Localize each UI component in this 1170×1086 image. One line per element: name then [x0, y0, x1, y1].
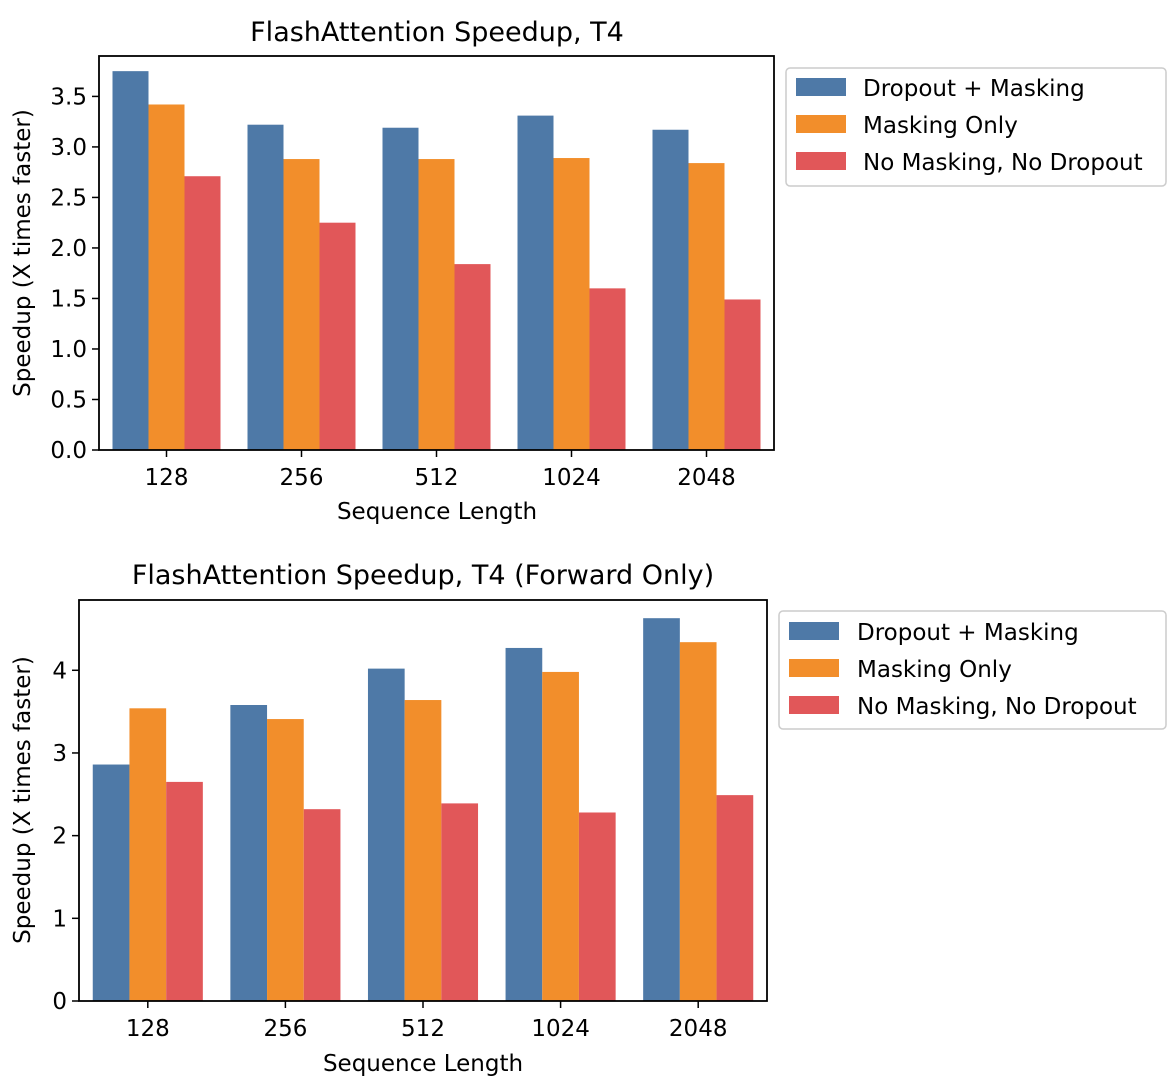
- x-tick-label: 2048: [677, 465, 736, 491]
- bar: [247, 124, 284, 450]
- bar: [688, 163, 725, 450]
- bar: [129, 708, 167, 1001]
- legend-entry: Dropout + Masking: [789, 620, 1079, 646]
- y-tick-label: 1: [52, 906, 67, 932]
- y-tick-label: 0.0: [50, 438, 87, 464]
- legend: Dropout + Masking Masking Only No Maskin…: [785, 67, 1167, 187]
- x-tick-label: 128: [126, 1016, 170, 1042]
- chart-title: FlashAttention Speedup, T4 (Forward Only…: [132, 560, 714, 591]
- bar: [454, 264, 491, 450]
- x-tick-label: 1024: [531, 1016, 590, 1042]
- bar: [553, 158, 590, 451]
- legend-entry: Masking Only: [796, 113, 1018, 139]
- chart-top-svg: FlashAttention Speedup, T4 Sequence Leng…: [10, 17, 1167, 525]
- y-tick-label: 1.0: [50, 337, 87, 363]
- legend-swatch: [789, 696, 839, 714]
- bar: [643, 618, 680, 1001]
- bar: [652, 129, 689, 450]
- y-tick-label: 0.5: [50, 387, 87, 413]
- legend-entry: No Masking, No Dropout: [796, 150, 1143, 176]
- chart-title: FlashAttention Speedup, T4: [250, 17, 624, 48]
- y-tick-label: 3: [52, 741, 67, 767]
- bar: [716, 795, 754, 1001]
- legend-swatch: [789, 622, 839, 640]
- legend-swatch: [796, 78, 846, 96]
- y-axis-label: Speedup (X times faster): [10, 656, 36, 944]
- x-axis-label: Sequence Length: [337, 499, 537, 525]
- bar: [578, 812, 616, 1001]
- bar: [382, 127, 419, 450]
- y-tick-label: 2: [52, 824, 67, 850]
- x-tick-label: 256: [280, 465, 324, 491]
- bar: [542, 671, 579, 1001]
- legend-swatch: [796, 115, 846, 133]
- bar: [367, 668, 405, 1001]
- legend-frame: [785, 67, 1167, 187]
- x-tick-label: 2048: [669, 1016, 728, 1042]
- legend: Dropout + Masking Masking Only No Maskin…: [778, 610, 1167, 730]
- x-tick-label: 512: [415, 465, 459, 491]
- bar: [184, 176, 221, 450]
- bar: [166, 781, 203, 1001]
- chart-bottom-svg: FlashAttention Speedup, T4 (Forward Only…: [10, 560, 1167, 1077]
- bar: [441, 803, 479, 1001]
- bar: [724, 299, 761, 450]
- y-tick-label: 2.5: [50, 185, 87, 211]
- y-tick-label: 0: [52, 989, 67, 1015]
- bar: [404, 700, 442, 1001]
- legend-swatch: [796, 152, 846, 170]
- bar: [303, 809, 341, 1001]
- plot-frame: [98, 55, 775, 451]
- bar: [283, 159, 320, 451]
- y-tick-label: 2.0: [50, 236, 87, 262]
- legend-label: No Masking, No Dropout: [863, 150, 1143, 176]
- bar: [517, 115, 554, 451]
- legend-entry: No Masking, No Dropout: [789, 694, 1137, 720]
- legend-label: Dropout + Masking: [857, 620, 1079, 646]
- bar: [92, 764, 130, 1001]
- y-tick-label: 4: [52, 658, 67, 684]
- x-axis-label: Sequence Length: [323, 1051, 523, 1077]
- plot-area: 128 256 512 1024 2048 0 1 2 3 4: [52, 599, 768, 1042]
- y-tick-label: 1.5: [50, 286, 87, 312]
- bar: [505, 647, 543, 1001]
- chart-bottom: FlashAttention Speedup, T4 (Forward Only…: [0, 543, 1170, 1086]
- x-tick-label: 256: [263, 1016, 307, 1042]
- bar: [589, 288, 626, 450]
- legend-entry: Masking Only: [789, 657, 1012, 683]
- y-axis-label: Speedup (X times faster): [10, 109, 36, 397]
- x-tick-label: 1024: [542, 465, 601, 491]
- legend-swatch: [789, 659, 839, 677]
- legend-frame: [778, 610, 1167, 730]
- x-tick-label: 512: [401, 1016, 445, 1042]
- plot-frame: [78, 599, 768, 1002]
- y-tick-label: 3.0: [50, 135, 87, 161]
- legend-label: Dropout + Masking: [863, 76, 1085, 102]
- legend-label: Masking Only: [863, 113, 1018, 139]
- bar: [319, 222, 356, 450]
- bar: [112, 71, 149, 451]
- x-tick-label: 128: [145, 465, 189, 491]
- plot-area: 128 256 512 1024 2048 0.0 0.5 1.0 1.5 2.0 2.5 3.0 3.…: [50, 55, 775, 491]
- bar: [148, 104, 185, 451]
- bar: [230, 705, 268, 1001]
- bar: [267, 719, 304, 1001]
- bar: [418, 159, 455, 451]
- chart-top: FlashAttention Speedup, T4 Sequence Leng…: [10, 17, 1167, 525]
- bar: [679, 642, 717, 1001]
- y-tick-label: 3.5: [50, 84, 87, 110]
- legend-label: No Masking, No Dropout: [857, 694, 1137, 720]
- legend-label: Masking Only: [857, 657, 1012, 683]
- legend-entry: Dropout + Masking: [796, 76, 1085, 102]
